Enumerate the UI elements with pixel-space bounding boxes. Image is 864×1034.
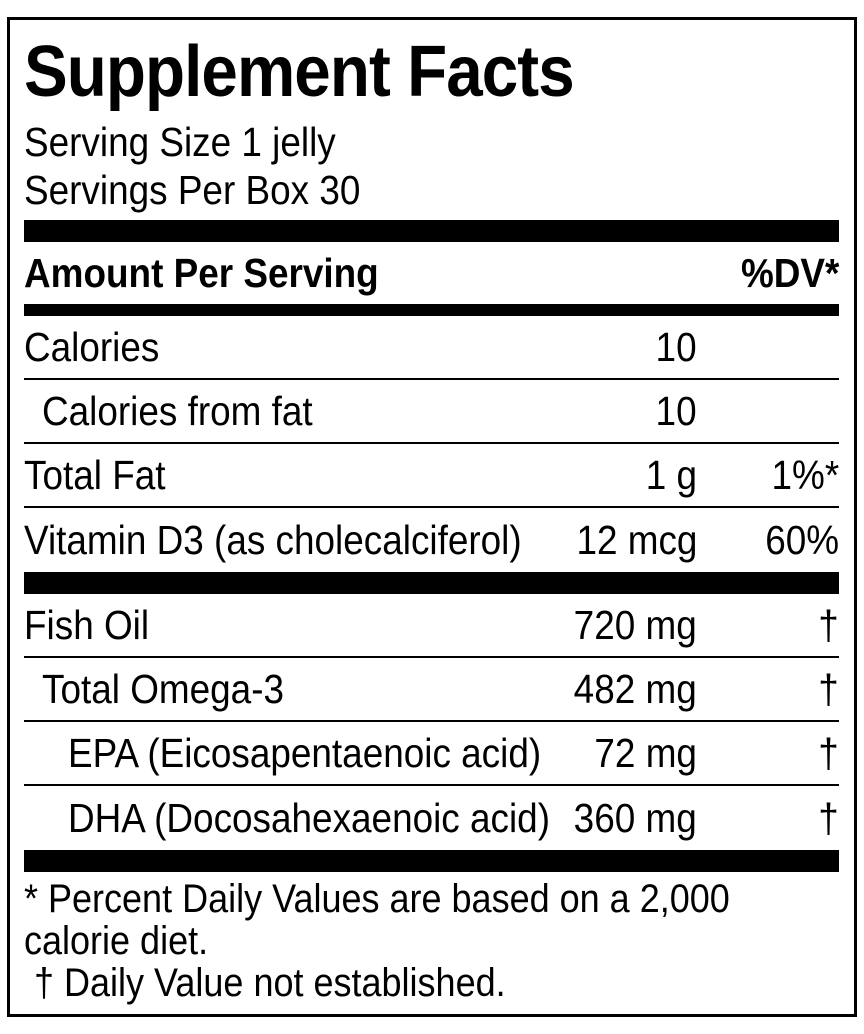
- nutrient-name: DHA (Docosahexaenoic acid): [68, 794, 550, 841]
- nutrient-dv: [697, 388, 839, 435]
- nutrient-amount: 10: [655, 387, 697, 434]
- nutrient-name: Calories: [24, 323, 160, 370]
- supplement-facts-panel: Supplement Facts Serving Size 1 jelly Se…: [7, 17, 857, 1017]
- nutrient-name: Fish Oil: [24, 601, 150, 648]
- divider-bar-thick: [24, 572, 839, 594]
- table-row-epa: EPA (Eicosapentaenoic acid) 72 mg †: [24, 722, 839, 786]
- nutrient-dv: †: [818, 601, 839, 648]
- nutrient-dv: †: [818, 794, 839, 841]
- footnote-dv-line-2: calorie diet.: [24, 919, 209, 963]
- nutrient-dv: 60%: [765, 516, 839, 563]
- nutrient-amount: 482 mg: [573, 665, 697, 712]
- table-row-fish-oil: Fish Oil 720 mg †: [24, 594, 839, 658]
- nutrient-amount: 1 g: [645, 451, 697, 498]
- servings-per-box-line: Servings Per Box 30: [24, 167, 361, 213]
- column-header-amount-per-serving: Amount Per Serving: [24, 249, 379, 296]
- nutrient-dv: †: [818, 729, 839, 776]
- nutrient-amount: 720 mg: [573, 601, 697, 648]
- table-header-row: Amount Per Serving %DV*: [24, 242, 839, 304]
- divider-bar-thick: [24, 220, 839, 242]
- nutrient-name: Total Fat: [24, 451, 166, 498]
- panel-title: Supplement Facts: [24, 32, 839, 112]
- nutrient-dv: 1%*: [771, 451, 839, 498]
- nutrient-amount: 360 mg: [573, 794, 697, 841]
- divider-bar-medium: [24, 304, 839, 316]
- table-row-vitamin-d3: Vitamin D3 (as cholecalciferol) 12 mcg 6…: [24, 508, 839, 572]
- table-row-dha: DHA (Docosahexaenoic acid) 360 mg †: [24, 786, 839, 850]
- footnote-dagger-line: † Daily Value not established.: [34, 961, 506, 1005]
- footnote-dv-line-1: * Percent Daily Values are based on a 2,…: [24, 877, 730, 921]
- nutrient-amount: 72 mg: [594, 729, 697, 776]
- nutrient-amount: 12 mcg: [575, 516, 697, 563]
- serving-info: Serving Size 1 jelly Servings Per Box 30: [24, 118, 839, 214]
- footnote: * Percent Daily Values are based on a 2,…: [24, 872, 839, 1004]
- nutrient-name: Total Omega-3: [42, 665, 285, 712]
- nutrient-dv: [697, 324, 839, 371]
- divider-bar-thick: [24, 850, 839, 872]
- nutrient-name: Calories from fat: [42, 387, 313, 434]
- nutrient-name: Vitamin D3 (as cholecalciferol): [24, 516, 522, 563]
- panel-title-text: Supplement Facts: [24, 32, 575, 112]
- table-row-total-fat: Total Fat 1 g 1%*: [24, 444, 839, 508]
- nutrient-name: EPA (Eicosapentaenoic acid): [68, 729, 542, 776]
- nutrient-amount: 10: [655, 323, 697, 370]
- serving-size-line: Serving Size 1 jelly: [24, 119, 336, 165]
- table-row-total-omega-3: Total Omega-3 482 mg †: [24, 658, 839, 722]
- table-row-calories: Calories 10: [24, 316, 839, 380]
- table-row-calories-from-fat: Calories from fat 10: [24, 380, 839, 444]
- nutrient-dv: †: [818, 665, 839, 712]
- column-header-dv: %DV*: [740, 249, 839, 296]
